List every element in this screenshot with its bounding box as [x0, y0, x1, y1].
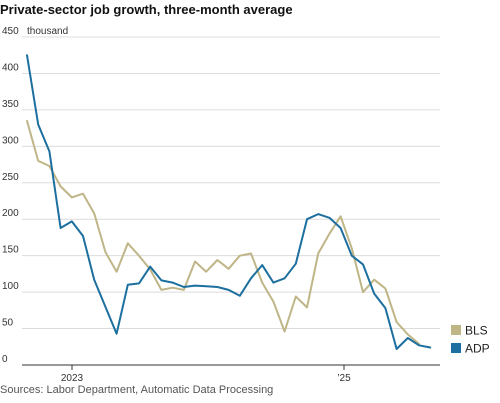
- y-tick-label-250: 250: [2, 172, 19, 183]
- y-tick-label-400: 400: [2, 62, 19, 73]
- legend-label-bls: BLS: [465, 324, 488, 338]
- series-lines: [26, 54, 432, 350]
- series-line-bls: [26, 119, 420, 345]
- source-note: Sources: Labor Department, Automatic Dat…: [0, 384, 274, 396]
- y-tick-label-0: 0: [2, 354, 8, 365]
- y-tick-label-300: 300: [2, 135, 19, 146]
- series-line-adp: [26, 54, 432, 350]
- x-tick-label-1: ’25: [337, 373, 351, 384]
- chart-title: Private-sector job growth, three-month a…: [0, 2, 293, 17]
- gridlines: [22, 36, 440, 366]
- y-axis-ticks: 0 50 100 150 200 250 300 350 400 450 thousand: [2, 26, 68, 365]
- y-tick-label-150: 150: [2, 245, 19, 256]
- legend: BLS ADP: [451, 324, 490, 356]
- legend-swatch-bls: [451, 325, 461, 335]
- y-tick-label-350: 350: [2, 99, 19, 110]
- y-tick-label-450: 450: [2, 26, 19, 37]
- legend-swatch-adp: [451, 343, 461, 353]
- legend-label-adp: ADP: [465, 342, 490, 356]
- y-tick-label-100: 100: [2, 281, 19, 292]
- y-tick-label-50: 50: [2, 318, 14, 329]
- x-axis-ticks: 2023 ’25: [61, 365, 351, 384]
- x-tick-label-0: 2023: [61, 373, 84, 384]
- y-unit-label: thousand: [27, 26, 68, 37]
- y-tick-label-200: 200: [2, 208, 19, 219]
